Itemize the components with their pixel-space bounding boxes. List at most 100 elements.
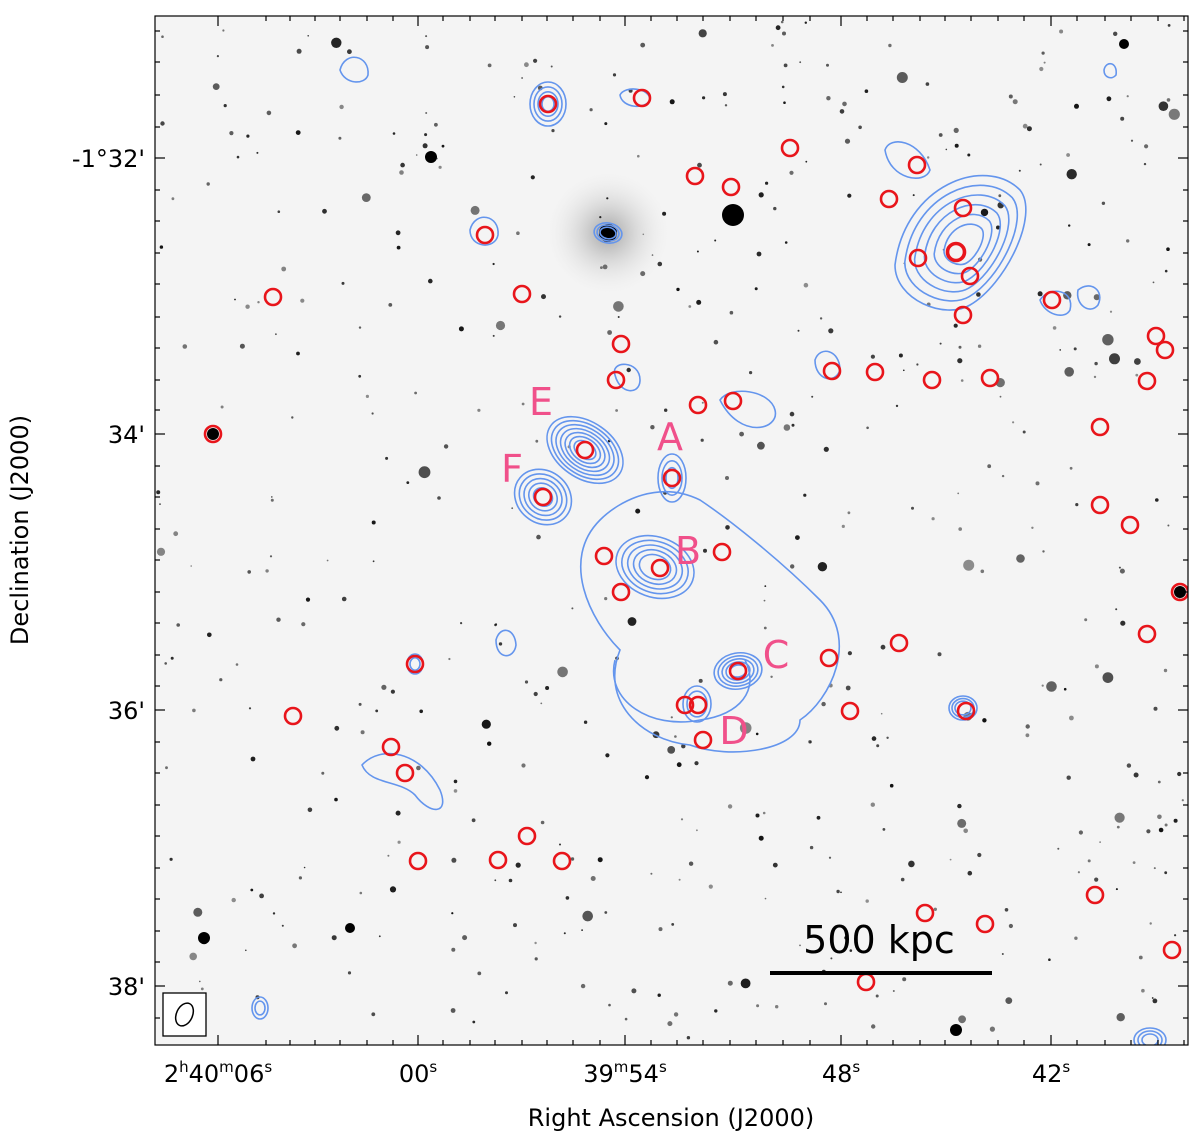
star [875,994,879,998]
star [604,911,608,914]
x-axis-label: Right Ascension (J2000) [528,1104,815,1132]
star [378,935,381,938]
star [1025,733,1030,738]
star [805,160,808,163]
star [1093,375,1097,379]
star [847,511,851,515]
star [664,408,668,412]
source-marker [945,241,967,263]
source-marker [953,198,973,218]
source-marker [611,582,631,602]
star [667,746,676,754]
star [246,134,250,138]
star [516,231,520,235]
source-marker [960,266,980,286]
source-label-f: F [501,447,523,491]
contour [933,213,993,275]
star [714,1009,718,1013]
star [1046,681,1057,692]
star [487,63,492,68]
star [957,803,962,809]
star [1141,988,1145,993]
star [895,404,899,408]
beam-ellipse [174,1002,195,1027]
star [1106,96,1112,102]
contour [717,655,759,687]
star [757,441,765,450]
source-marker [1120,515,1140,535]
star [627,617,637,626]
star [1177,771,1182,777]
contour [1103,62,1117,79]
star [1057,847,1060,850]
star [250,888,254,892]
star [1118,566,1121,569]
star [1077,871,1080,874]
star [303,866,306,869]
star [903,369,905,372]
star [808,740,812,744]
star [513,96,516,98]
star [1157,780,1161,784]
star [458,326,464,332]
contour [613,363,641,392]
star [1035,481,1040,486]
star [533,691,538,697]
star [341,281,345,285]
source-marker [650,558,670,578]
star [749,371,753,375]
star [530,175,535,180]
contour [254,1000,266,1016]
star [1043,61,1046,64]
source-marker [721,177,741,197]
source-marker [819,648,839,668]
star [799,61,802,64]
source-marker [395,763,415,783]
star [341,596,347,602]
source-marker [675,695,695,715]
star [1084,618,1088,622]
star [999,395,1002,398]
star [823,446,829,452]
star [667,1021,673,1027]
source-marker [889,633,909,653]
star [451,857,457,863]
star [1094,361,1098,366]
star [307,807,313,813]
star [826,96,831,101]
contour [713,651,763,691]
star [764,897,767,900]
star [521,77,523,79]
star [931,517,935,521]
star [871,1024,876,1029]
star [419,709,424,714]
star [331,37,342,48]
contour [559,427,611,473]
star [229,131,234,136]
star [571,607,574,610]
star [889,783,894,788]
star [460,622,463,625]
star [1126,763,1132,768]
contour [665,466,679,490]
star [650,872,653,875]
star [1163,668,1168,673]
star [783,424,791,431]
contour [626,544,684,590]
bright-star [425,151,437,163]
star [784,241,788,244]
star [600,266,603,269]
star [775,25,781,31]
star [713,339,719,345]
star [755,813,760,818]
star [1069,715,1074,721]
star [756,1004,760,1008]
star [1026,126,1032,132]
star [612,73,617,77]
star [640,271,646,277]
star [494,879,497,882]
star [937,652,942,657]
star [1041,51,1045,55]
star [673,1012,679,1017]
star [739,722,752,734]
